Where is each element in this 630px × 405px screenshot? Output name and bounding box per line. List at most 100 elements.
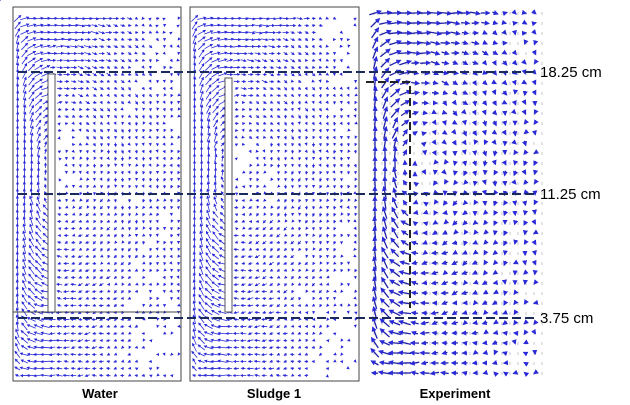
- velocity-arrow: [211, 281, 220, 288]
- velocity-arrow: [62, 324, 70, 329]
- velocity-arrow: [49, 58, 57, 63]
- velocity-arrow: [141, 72, 146, 76]
- velocity-arrow: [169, 254, 173, 259]
- velocity-arrow: [141, 184, 145, 188]
- velocity-arrow: [121, 282, 125, 286]
- velocity-arrow: [120, 296, 125, 300]
- velocity-arrow: [381, 236, 388, 249]
- velocity-arrow: [246, 339, 254, 343]
- velocity-arrow: [141, 51, 146, 55]
- velocity-arrow: [290, 261, 295, 265]
- velocity-arrow: [120, 142, 124, 148]
- velocity-arrow: [241, 247, 246, 251]
- velocity-arrow: [297, 352, 302, 356]
- velocity-arrow: [290, 331, 295, 335]
- velocity-arrow: [191, 21, 198, 30]
- velocity-arrow: [149, 268, 153, 273]
- velocity-arrow: [213, 196, 218, 205]
- velocity-arrow: [261, 30, 269, 35]
- velocity-arrow: [451, 99, 457, 106]
- velocity-arrow: [326, 268, 330, 273]
- velocity-arrow: [134, 367, 139, 371]
- velocity-arrow: [511, 79, 517, 86]
- velocity-arrow: [462, 319, 469, 326]
- velocity-arrow: [370, 336, 379, 349]
- velocity-arrow: [248, 205, 253, 209]
- velocity-arrow: [523, 239, 529, 245]
- velocity-arrow: [249, 170, 253, 175]
- velocity-arrow: [113, 219, 118, 223]
- velocity-arrow: [354, 93, 358, 97]
- velocity-arrow: [283, 254, 288, 258]
- velocity-arrow: [142, 338, 146, 342]
- velocity-arrow: [33, 16, 44, 20]
- velocity-arrow: [113, 128, 118, 133]
- velocity-arrow: [127, 30, 133, 34]
- velocity-arrow: [98, 283, 104, 287]
- velocity-arrow: [204, 30, 214, 35]
- velocity-arrow: [27, 345, 36, 349]
- velocity-arrow: [491, 100, 497, 107]
- velocity-arrow: [263, 254, 267, 259]
- velocity-arrow: [268, 303, 274, 307]
- velocity-arrow: [134, 359, 139, 363]
- velocity-arrow: [99, 233, 104, 238]
- velocity-arrow: [100, 261, 104, 265]
- velocity-arrow: [381, 246, 389, 259]
- velocity-arrow: [283, 303, 288, 308]
- velocity-arrow: [92, 226, 97, 231]
- velocity-arrow: [297, 233, 302, 238]
- velocity-arrow: [141, 93, 145, 98]
- velocity-arrow: [42, 212, 48, 217]
- velocity-arrow: [521, 99, 526, 105]
- velocity-arrow: [248, 100, 253, 104]
- velocity-arrow: [248, 114, 252, 119]
- velocity-arrow: [433, 209, 439, 216]
- velocity-arrow: [33, 303, 43, 308]
- velocity-arrow: [113, 261, 118, 266]
- velocity-arrow: [192, 27, 197, 37]
- velocity-arrow: [220, 127, 226, 133]
- velocity-arrow: [62, 346, 70, 350]
- velocity-arrow: [155, 303, 160, 307]
- velocity-arrow: [431, 90, 440, 96]
- velocity-arrow: [305, 226, 309, 230]
- velocity-arrow: [325, 16, 330, 20]
- velocity-arrow: [473, 229, 479, 236]
- velocity-arrow: [155, 205, 159, 210]
- velocity-arrow: [298, 275, 302, 279]
- velocity-arrow: [290, 86, 294, 91]
- velocity-arrow: [253, 24, 263, 28]
- velocity-arrow: [113, 345, 118, 349]
- velocity-arrow: [20, 337, 29, 344]
- velocity-arrow: [392, 145, 398, 159]
- velocity-arrow: [191, 365, 197, 372]
- velocity-arrow: [332, 128, 336, 133]
- velocity-arrow: [305, 338, 309, 343]
- velocity-arrow: [493, 200, 498, 207]
- velocity-arrow: [219, 218, 225, 225]
- velocity-arrow: [325, 121, 329, 126]
- velocity-arrow: [297, 86, 302, 90]
- velocity-arrow: [353, 254, 357, 258]
- velocity-arrow: [399, 59, 412, 66]
- velocity-arrow: [283, 352, 288, 356]
- velocity-arrow: [339, 86, 343, 90]
- velocity-arrow: [34, 282, 43, 287]
- velocity-arrow: [241, 72, 247, 77]
- velocity-arrow: [210, 288, 220, 295]
- velocity-arrow: [134, 23, 139, 27]
- velocity-arrow: [326, 51, 330, 55]
- velocity-arrow: [28, 266, 35, 275]
- velocity-arrow: [503, 290, 509, 296]
- velocity-arrow: [29, 216, 34, 226]
- velocity-arrow: [512, 20, 518, 26]
- velocity-arrow: [113, 37, 118, 41]
- velocity-arrow: [461, 20, 471, 26]
- velocity-arrow: [40, 373, 51, 377]
- velocity-arrow: [211, 58, 221, 63]
- velocity-arrow: [333, 114, 337, 119]
- vector-fields: [13, 9, 543, 378]
- velocity-arrow: [387, 340, 402, 346]
- velocity-arrow: [523, 118, 529, 125]
